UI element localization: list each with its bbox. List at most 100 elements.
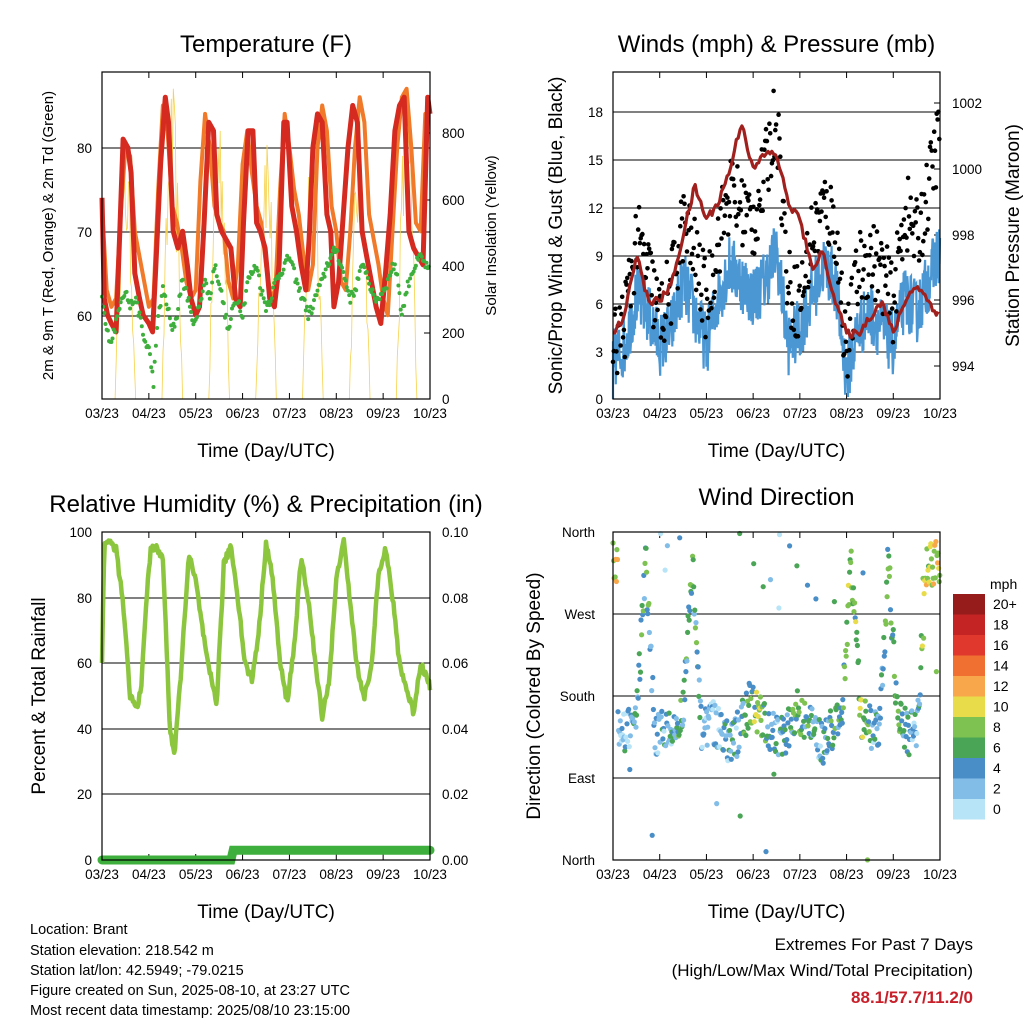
gust-point [696, 281, 702, 287]
y-tick-label: 18 [588, 105, 603, 120]
direction-point [622, 744, 628, 750]
direction-point [636, 651, 642, 657]
direction-point [775, 752, 782, 758]
gust-point [705, 315, 711, 321]
gust-point [641, 251, 646, 257]
dewpoint-point [327, 262, 332, 267]
gust-point [795, 333, 801, 339]
gust-point [839, 270, 844, 276]
gust-point [836, 246, 842, 252]
gust-point [767, 121, 772, 126]
direction-point [877, 715, 884, 721]
direction-point [851, 609, 857, 615]
chart-title: Temperature (F) [180, 31, 352, 58]
x-tick-label: 06/23 [226, 867, 260, 882]
direction-point [917, 692, 923, 698]
gust-point [629, 258, 634, 264]
gust-point [838, 300, 844, 305]
gust-point [866, 272, 871, 278]
dewpoint-point [329, 252, 334, 257]
direction-point [874, 726, 880, 732]
dewpoint-point [323, 267, 328, 272]
direction-point [863, 708, 869, 714]
direction-point [677, 535, 683, 541]
dewpoint-point [357, 269, 362, 273]
direction-point [626, 706, 632, 712]
gust-point [821, 195, 827, 200]
dewpoint-point [305, 304, 309, 309]
direction-point [936, 579, 942, 585]
y-right-tick-label: 0.00 [442, 853, 468, 868]
direction-point [825, 735, 831, 742]
gust-point [921, 192, 927, 197]
direction-point [901, 744, 908, 750]
direction-point [614, 547, 620, 553]
direction-point [765, 724, 771, 730]
direction-point [754, 729, 760, 735]
direction-point [755, 713, 761, 720]
direction-point [723, 733, 729, 739]
gust-point [702, 255, 707, 261]
gust-point [911, 253, 917, 259]
gust-point [663, 314, 669, 320]
gust-point [931, 129, 937, 134]
direction-point [714, 801, 720, 807]
gust-point [661, 327, 666, 332]
direction-point [654, 731, 660, 737]
location-text: Location: Brant [30, 922, 128, 938]
gust-point [910, 223, 916, 229]
gust-point [893, 267, 898, 272]
dewpoint-point [367, 281, 372, 286]
gust-point [678, 199, 684, 204]
legend-swatch [953, 655, 985, 676]
gust-point [649, 293, 654, 298]
direction-point [854, 629, 860, 635]
direction-point [691, 584, 697, 590]
direction-point [857, 705, 863, 711]
gust-point [886, 255, 892, 260]
gust-point [921, 238, 926, 244]
dewpoint-point [315, 288, 320, 293]
gust-point [715, 216, 721, 221]
gust-point [782, 211, 787, 216]
direction-point [935, 560, 941, 566]
gust-point [742, 229, 748, 235]
direction-point [635, 695, 641, 701]
gust-point [884, 273, 889, 278]
direction-point [802, 700, 808, 706]
extremes-values: 88.1/57.7/11.2/0 [851, 988, 973, 1007]
gust-point [855, 301, 860, 307]
gust-point [869, 284, 875, 289]
gust-point [632, 241, 638, 246]
gust-point [905, 175, 911, 181]
direction-point [899, 711, 905, 717]
dewpoint-point [268, 299, 273, 304]
direction-point [681, 677, 687, 683]
gust-point [655, 307, 660, 313]
gust-point [878, 240, 884, 246]
dewpoint-point [124, 289, 129, 294]
y-tick-label: South [560, 689, 595, 704]
direction-point [696, 693, 702, 700]
x-tick-label: 10/23 [413, 867, 447, 882]
dewpoint-point [262, 300, 267, 305]
y-axis-label: Sonic/Prop Wind & Gust (Blue, Black) [546, 77, 567, 395]
gust-point [865, 294, 871, 300]
direction-point [867, 703, 873, 709]
direction-point [619, 725, 625, 732]
legend-label: 18 [993, 617, 1009, 633]
direction-point [692, 607, 698, 613]
dewpoint-point [204, 281, 209, 286]
gust-point [682, 201, 687, 207]
wind-series [610, 88, 942, 399]
direction-point [622, 748, 628, 754]
gust-point [721, 230, 727, 236]
gust-point [652, 318, 658, 323]
dewpoint-point [331, 245, 336, 250]
direction-point [762, 710, 768, 716]
direction-point [677, 727, 683, 734]
dewpoint-point [213, 263, 218, 268]
direction-point [860, 570, 866, 576]
gust-point [675, 286, 680, 291]
direction-point [843, 648, 849, 654]
